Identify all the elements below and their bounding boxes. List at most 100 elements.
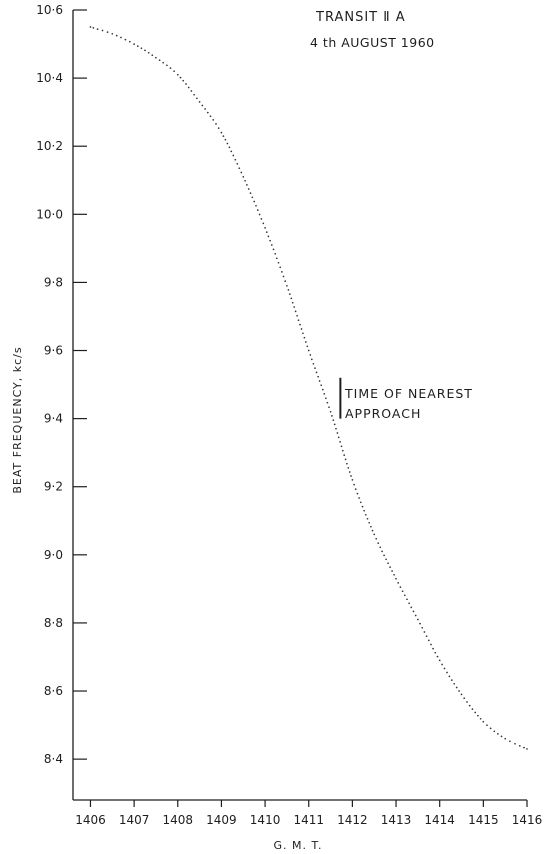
- data-point: [234, 158, 237, 161]
- data-point: [246, 184, 248, 186]
- data-point: [299, 323, 301, 326]
- data-point: [346, 462, 348, 465]
- data-point: [101, 29, 104, 32]
- data-point: [176, 73, 179, 76]
- y-tick-label: 10·6: [36, 3, 63, 17]
- data-point: [336, 432, 339, 434]
- data-point: [500, 735, 503, 738]
- data-point: [350, 475, 352, 477]
- data-point: [341, 449, 344, 452]
- data-point: [421, 626, 424, 629]
- data-point: [354, 488, 357, 490]
- data-point: [238, 167, 241, 170]
- data-points: [89, 26, 528, 750]
- y-tick-label: 8·8: [44, 616, 63, 630]
- data-point: [314, 367, 316, 369]
- data-point: [377, 542, 380, 544]
- data-point: [436, 655, 439, 658]
- data-point: [450, 679, 453, 681]
- data-point: [270, 244, 273, 246]
- data-point: [474, 711, 477, 714]
- data-point: [282, 275, 285, 278]
- data-point: [419, 622, 421, 625]
- data-point: [182, 79, 185, 82]
- data-point: [395, 577, 397, 580]
- data-point: [383, 554, 385, 557]
- x-tick-label: 1412: [337, 813, 368, 827]
- x-axis-title: G. M. T.: [274, 839, 323, 852]
- data-point: [198, 101, 201, 103]
- data-point: [267, 235, 270, 238]
- data-point: [275, 257, 278, 260]
- data-point: [115, 34, 118, 37]
- data-point: [504, 737, 507, 740]
- data-point: [489, 727, 492, 730]
- data-point: [274, 252, 277, 255]
- data-point: [279, 266, 282, 269]
- y-tick-label: 9·8: [44, 275, 63, 289]
- data-point: [230, 150, 233, 153]
- data-point: [272, 248, 275, 251]
- y-tick-label: 9·6: [44, 344, 63, 358]
- data-point: [284, 280, 287, 282]
- data-point: [140, 47, 143, 50]
- y-tick-label: 10·4: [36, 71, 63, 85]
- data-point: [133, 43, 135, 45]
- data-point: [297, 319, 300, 322]
- data-point: [255, 204, 257, 207]
- data-point: [351, 479, 354, 481]
- data-point: [89, 26, 92, 28]
- data-point: [446, 671, 448, 674]
- data-point: [514, 742, 516, 745]
- data-point: [403, 594, 406, 597]
- data-point: [300, 328, 303, 330]
- data-point: [269, 239, 271, 242]
- data-point: [406, 598, 408, 601]
- data-point: [144, 49, 146, 52]
- data-point: [427, 639, 430, 642]
- y-tick-label: 10·0: [36, 207, 63, 221]
- data-point: [385, 558, 387, 561]
- data-point: [523, 746, 525, 749]
- data-point: [158, 59, 161, 62]
- data-point: [363, 509, 365, 512]
- data-point: [358, 497, 360, 499]
- data-point: [325, 397, 327, 400]
- data-point: [337, 436, 340, 439]
- data-point: [399, 586, 402, 588]
- data-point: [151, 54, 154, 57]
- data-point: [371, 529, 374, 532]
- data-point: [303, 336, 306, 339]
- data-point: [373, 533, 376, 536]
- data-point: [310, 358, 313, 361]
- data-point: [340, 445, 343, 448]
- data-point: [364, 513, 367, 516]
- data-point: [264, 227, 266, 229]
- data-point: [366, 517, 369, 520]
- data-point: [353, 483, 355, 486]
- annotation-line-1: TIME OF NEAREST: [344, 386, 473, 401]
- x-tick-label: 1411: [293, 813, 324, 827]
- data-point: [441, 663, 443, 666]
- data-point: [423, 631, 426, 633]
- data-point: [185, 83, 187, 85]
- data-point: [408, 602, 410, 605]
- data-point: [389, 566, 391, 568]
- data-point: [463, 697, 466, 700]
- data-point: [281, 271, 283, 273]
- data-point: [262, 222, 265, 225]
- x-tick-label: 1410: [250, 813, 281, 827]
- data-point: [339, 441, 341, 443]
- data-point: [136, 45, 139, 47]
- data-point: [482, 720, 485, 723]
- data-point: [438, 659, 441, 662]
- data-point: [397, 582, 400, 584]
- data-point: [455, 686, 458, 689]
- data-point: [232, 154, 235, 157]
- data-point: [244, 179, 246, 182]
- data-point: [359, 501, 362, 504]
- data-point: [356, 492, 359, 495]
- data-point: [432, 647, 434, 650]
- data-point: [315, 371, 318, 374]
